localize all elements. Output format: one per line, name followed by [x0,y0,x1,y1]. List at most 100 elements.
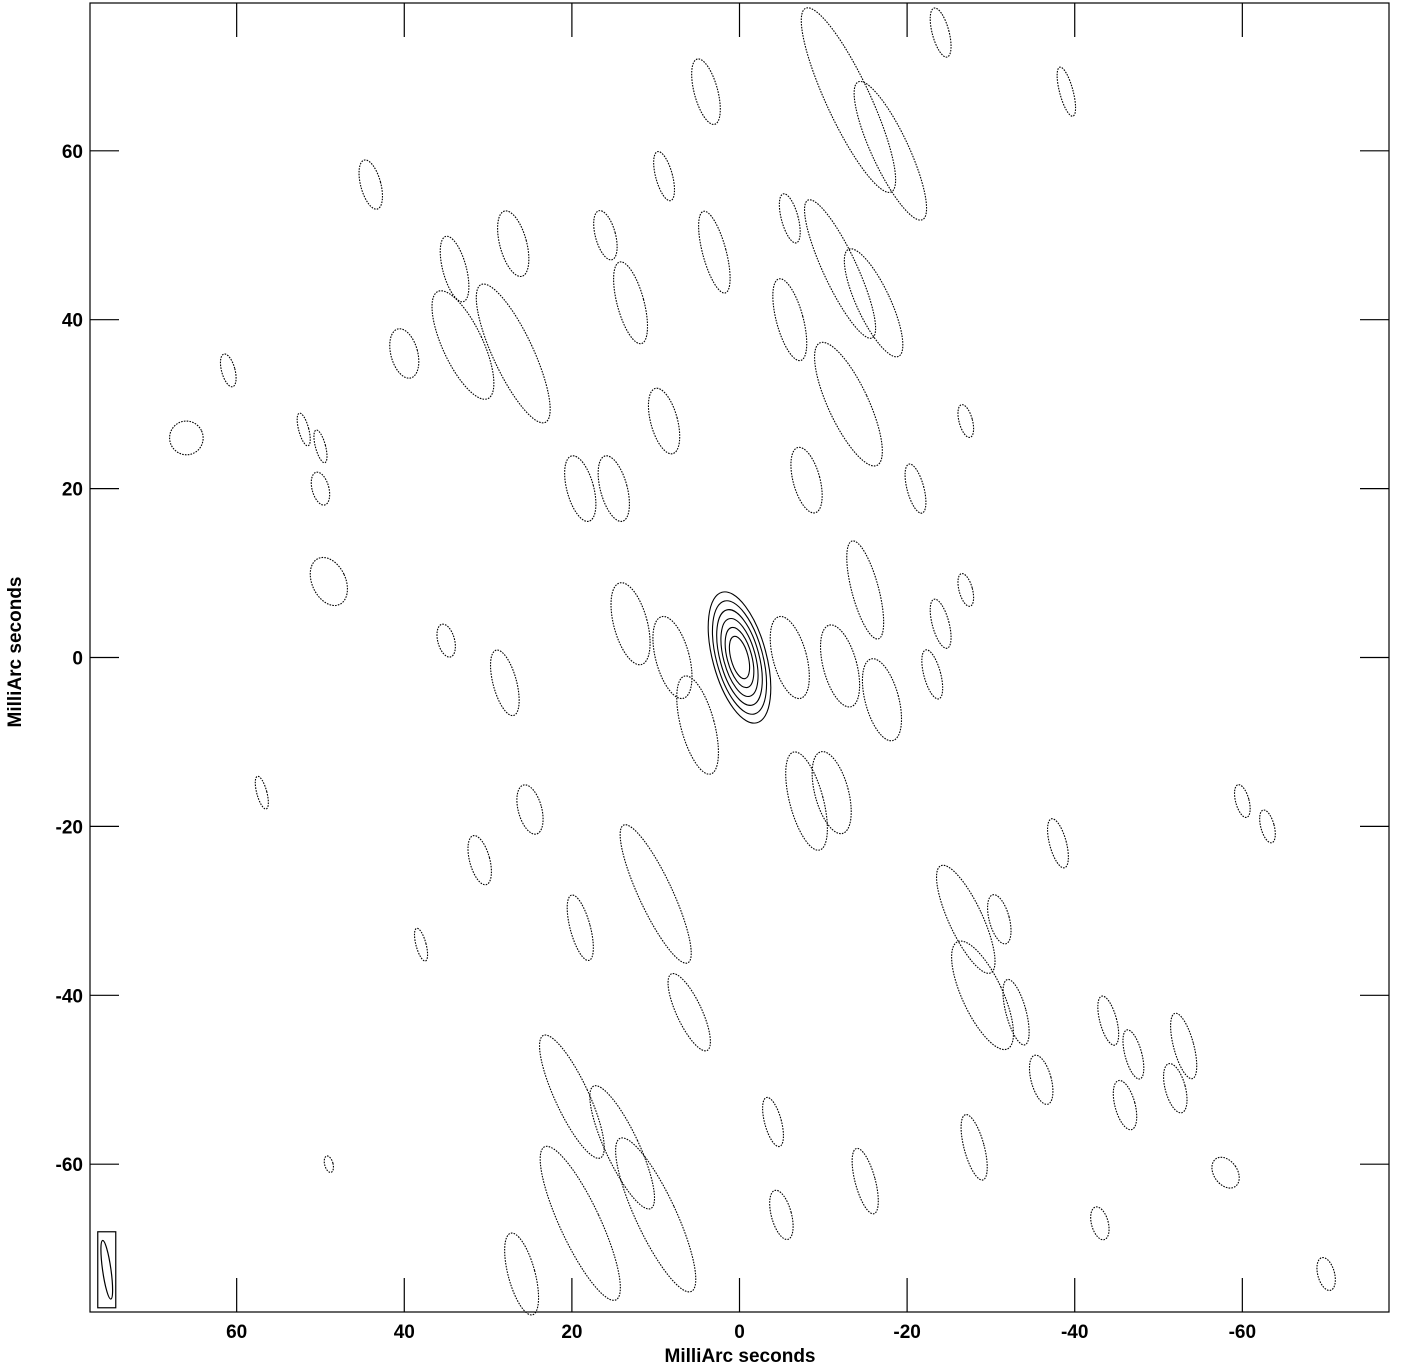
core-contour [711,600,768,715]
sidelobe-contour [769,615,810,700]
contour-layer [97,7,1336,1316]
axes: 60 40 20 0 -20 -40 -60 60 40 20 0 -20 -40 -60 [56,2,1390,1343]
sidelobe-contour [843,248,904,358]
y-tick-label: -40 [56,986,83,1007]
sidelobe-contour [497,210,530,278]
x-tick-label: -40 [1061,1322,1088,1343]
core-contour [720,617,759,698]
sidelobe-contour [589,1085,656,1210]
sidelobe-contour [819,624,861,708]
sidelobe-contour [935,864,996,974]
sidelobe-contour [436,623,456,658]
sidelobe-contour [652,615,693,700]
sidelobe-contour [851,1147,879,1215]
sidelobe-contour [1211,1156,1240,1189]
x-tick-label: 60 [226,1322,247,1343]
sidelobe-contour [313,429,328,464]
sidelobe-contour [769,1189,794,1241]
sidelobe-contour [431,290,495,400]
sidelobe-contour [597,455,630,522]
sidelobe-contour [846,540,885,640]
sidelobe-contour [960,1114,988,1181]
y-tick-label: 40 [62,311,83,332]
y-tick-label: 20 [62,480,83,501]
core-contour [724,626,755,689]
sidelobe-contour [254,775,269,810]
sidelobe-contour [762,1096,784,1148]
sidelobe-contour [323,1155,334,1173]
sidelobe-contour [904,463,927,514]
y-axis-title: MilliArc seconds [5,577,26,728]
sidelobe-contour [619,824,692,964]
sidelobe-contour [1170,1012,1198,1080]
sidelobe-contour [653,151,676,202]
beam-box [97,1231,117,1309]
sidelobe-contour [698,210,731,294]
sidelobe-contour [929,7,952,58]
sidelobe-contour [1046,818,1069,869]
sidelobe-contour [921,649,944,700]
sidelobe-contour [778,193,801,244]
x-tick-label: 40 [394,1322,415,1343]
sidelobe-contour [1028,1054,1054,1105]
sidelobe-contour [538,1034,605,1159]
sidelobe-contour [615,1137,697,1293]
sidelobe-contour [785,751,828,851]
sidelobe-contour [539,1145,621,1301]
sidelobe-contour [475,283,551,424]
sidelobe-contour [610,582,651,666]
sidelobe-contour [811,751,852,835]
sidelobe-contour [1163,1063,1188,1114]
sidelobe-contour [504,1232,540,1316]
sidelobe-contour [800,7,897,193]
x-tick-label: -60 [1229,1322,1256,1343]
core-contour [728,635,751,680]
y-tick-label: 0 [72,649,83,670]
sidelobe-contour [489,649,520,717]
y-tick-label: -60 [56,1155,83,1176]
sidelobe-contour [647,387,681,455]
x-tick-label: -20 [893,1322,920,1343]
sidelobe-contour [358,159,384,210]
sidelobe-contour [566,894,594,962]
sidelobe-contour [853,80,928,221]
y-tick-label: -20 [56,817,83,838]
beam-ellipse [100,1239,114,1300]
sidelobe-contour [676,675,719,775]
y-tick-label: 60 [62,142,83,163]
sidelobe-contour [691,58,721,125]
sidelobe-contour [957,404,975,438]
sidelobe-contour [1233,784,1251,819]
sidelobe-contour [790,446,823,514]
sidelobe-contour [772,278,808,362]
sidelobe-contour [310,471,331,506]
x-tick-label: 0 [734,1322,745,1343]
sidelobe-contour [814,341,883,467]
x-axis-title: MilliArc seconds [665,1346,816,1367]
sidelobe-contour [929,598,952,649]
sidelobe-contour [296,412,311,447]
sidelobe-contour [1097,995,1120,1046]
sidelobe-contour [951,940,1015,1051]
core-contour [716,609,763,706]
sidelobe-contour [957,572,975,607]
sidelobe-contour [613,261,649,345]
sidelobe-contour [593,210,618,261]
core-contour [707,591,772,724]
sidelobe-contour [309,556,348,607]
sidelobe-contour [1122,1029,1145,1080]
sidelobe-contour [169,420,204,456]
x-tick-label: 20 [561,1322,582,1343]
sidelobe-contour [1112,1079,1138,1131]
sidelobe-contour [389,328,420,379]
sidelobe-contour [803,199,877,339]
sidelobe-contour [467,835,492,886]
sidelobe-contour [1259,809,1276,844]
sidelobe-contour [219,353,237,388]
sidelobe-contour [413,927,429,962]
sidelobe-contour [564,455,597,522]
sidelobe-contour [987,894,1012,945]
sidelobe-contour [1002,978,1030,1046]
